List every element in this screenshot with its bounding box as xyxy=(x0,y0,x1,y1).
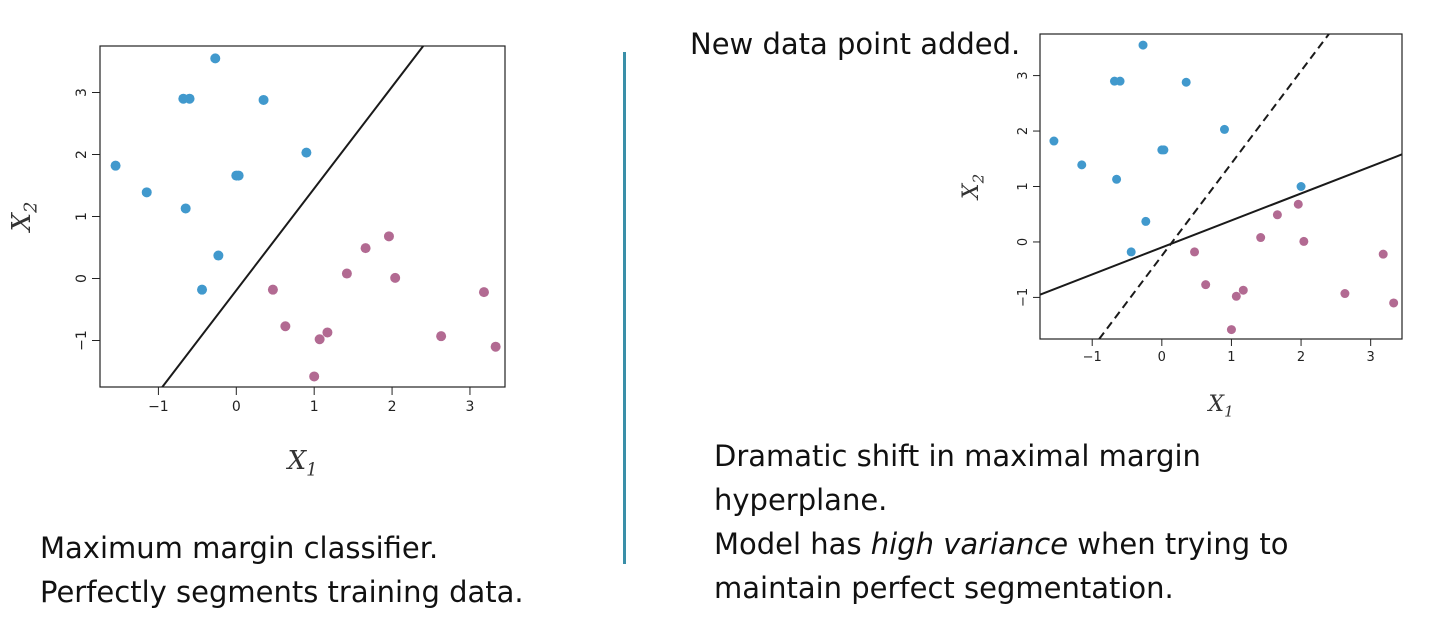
pink-data-point xyxy=(478,287,489,298)
blue-data-point xyxy=(184,93,195,104)
x-tick-label: 0 xyxy=(1158,350,1166,365)
blue-data-point xyxy=(1126,247,1136,257)
blue-data-point xyxy=(1049,136,1059,146)
blue-data-point xyxy=(1141,216,1151,226)
y-tick-label: 0 xyxy=(1016,238,1031,246)
left-caption-line-2: Perfectly segments training data. xyxy=(40,575,524,609)
blue-data-point xyxy=(1296,182,1306,191)
x-tick-label: 2 xyxy=(1297,350,1305,365)
y-axis-title: X2 xyxy=(959,174,988,201)
hyperplane-line xyxy=(161,46,425,387)
pink-data-point xyxy=(1299,236,1309,246)
pink-data-point xyxy=(383,231,394,242)
left-caption: Maximum margin classifier. Perfectly seg… xyxy=(40,526,524,614)
right-caption-line-1: Dramatic shift in maximal margin xyxy=(714,439,1201,473)
y-tick-label: −1 xyxy=(74,330,90,351)
y-tick-label: 3 xyxy=(1016,71,1031,79)
blue-data-point xyxy=(1159,145,1169,155)
pink-data-point xyxy=(1201,280,1211,290)
hyperplane-line xyxy=(1040,153,1402,296)
x-axis-title: X1 xyxy=(1206,392,1233,421)
x-tick-label: 2 xyxy=(388,399,397,415)
high-variance-emphasis: high variance xyxy=(870,527,1069,561)
blue-data-point xyxy=(110,160,121,171)
pink-data-point xyxy=(1293,199,1303,209)
pink-data-point xyxy=(1231,291,1241,301)
x-tick-label: 1 xyxy=(310,399,319,415)
pink-data-point xyxy=(360,243,371,254)
blue-data-point xyxy=(1112,174,1122,184)
blue-data-point xyxy=(301,147,312,158)
pink-data-point xyxy=(1190,247,1200,257)
pink-data-point xyxy=(1389,298,1399,308)
y-tick-label: −1 xyxy=(1016,288,1031,307)
pink-data-point xyxy=(490,341,501,352)
right-caption-line-3-pre: Model has xyxy=(714,527,871,561)
blue-data-point xyxy=(180,203,191,214)
pink-data-point xyxy=(1226,325,1236,335)
pink-data-point xyxy=(1272,210,1282,220)
pink-data-point xyxy=(390,272,401,283)
blue-data-point xyxy=(1138,40,1148,50)
right-caption-line-4: maintain perfect segmentation. xyxy=(714,571,1174,605)
x-tick-label: −1 xyxy=(148,399,169,415)
y-tick-label: 0 xyxy=(74,274,90,283)
y-tick-label: 3 xyxy=(74,88,90,97)
pink-data-point xyxy=(1340,289,1350,299)
pink-data-point xyxy=(436,331,447,342)
right-caption: Dramatic shift in maximal margin hyperpl… xyxy=(714,434,1288,610)
pink-data-point xyxy=(1238,285,1248,295)
blue-data-point xyxy=(1181,77,1191,87)
new-point-header: New data point added. xyxy=(690,27,1021,61)
y-tick-label: 2 xyxy=(1016,127,1031,135)
blue-data-point xyxy=(1219,124,1229,134)
scatter-chart-right: −1 0 1 2 3 −1 0 1 2 3 X1 X2 xyxy=(959,33,1403,421)
pink-data-point xyxy=(322,327,333,338)
x-tick-label: 0 xyxy=(232,399,241,415)
y-axis-title: X2 xyxy=(7,202,42,234)
pink-data-point xyxy=(314,334,325,345)
y-tick-label: 2 xyxy=(74,150,90,159)
blue-data-point xyxy=(1077,160,1087,170)
pink-data-point xyxy=(1378,249,1388,259)
scatter-chart-left: −1 0 1 2 3 −1 0 1 2 3 X1 X2 xyxy=(7,45,506,481)
dashed-hyperplane-line xyxy=(1098,34,1330,339)
right-caption-line-2: hyperplane. xyxy=(714,483,888,517)
pink-data-point xyxy=(309,371,320,382)
blue-data-point xyxy=(258,94,269,105)
left-caption-line-1: Maximum margin classifier. xyxy=(40,531,439,565)
blue-data-point xyxy=(1115,76,1125,86)
blue-data-point xyxy=(213,250,224,261)
x-tick-label: 3 xyxy=(1367,350,1375,365)
y-tick-label: 1 xyxy=(1016,182,1031,190)
blue-data-point xyxy=(233,170,244,181)
pink-data-point xyxy=(341,268,352,279)
pink-data-point xyxy=(280,321,291,332)
pink-data-point xyxy=(1256,233,1266,243)
x-tick-label: 3 xyxy=(465,399,474,415)
x-tick-label: 1 xyxy=(1227,350,1235,365)
y-tick-label: 1 xyxy=(74,212,90,221)
vertical-divider xyxy=(623,52,626,564)
right-caption-line-3-post: when trying to xyxy=(1068,527,1289,561)
blue-data-point xyxy=(210,53,221,64)
right-caption-line-3: Model has high variance when trying to xyxy=(714,522,1288,566)
pink-data-point xyxy=(267,284,278,295)
x-tick-label: −1 xyxy=(1083,350,1102,365)
blue-data-point xyxy=(197,284,208,295)
blue-data-point xyxy=(141,187,152,198)
x-axis-title: X1 xyxy=(286,446,318,481)
